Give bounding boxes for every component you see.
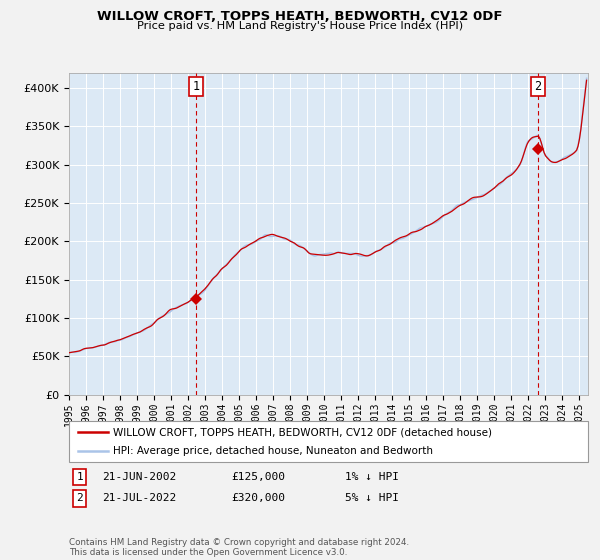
- Text: 1% ↓ HPI: 1% ↓ HPI: [345, 472, 399, 482]
- Text: Contains HM Land Registry data © Crown copyright and database right 2024.
This d: Contains HM Land Registry data © Crown c…: [69, 538, 409, 557]
- Text: £125,000: £125,000: [231, 472, 285, 482]
- Text: £320,000: £320,000: [231, 493, 285, 503]
- Text: 1: 1: [193, 80, 200, 93]
- Text: WILLOW CROFT, TOPPS HEATH, BEDWORTH, CV12 0DF (detached house): WILLOW CROFT, TOPPS HEATH, BEDWORTH, CV1…: [113, 427, 492, 437]
- Text: 21-JUN-2002: 21-JUN-2002: [102, 472, 176, 482]
- Text: WILLOW CROFT, TOPPS HEATH, BEDWORTH, CV12 0DF: WILLOW CROFT, TOPPS HEATH, BEDWORTH, CV1…: [97, 10, 503, 23]
- Text: 21-JUL-2022: 21-JUL-2022: [102, 493, 176, 503]
- Text: HPI: Average price, detached house, Nuneaton and Bedworth: HPI: Average price, detached house, Nune…: [113, 446, 433, 456]
- Text: 2: 2: [534, 80, 541, 93]
- Text: 1: 1: [76, 472, 83, 482]
- Text: Price paid vs. HM Land Registry's House Price Index (HPI): Price paid vs. HM Land Registry's House …: [137, 21, 463, 31]
- Text: 5% ↓ HPI: 5% ↓ HPI: [345, 493, 399, 503]
- Text: 2: 2: [76, 493, 83, 503]
